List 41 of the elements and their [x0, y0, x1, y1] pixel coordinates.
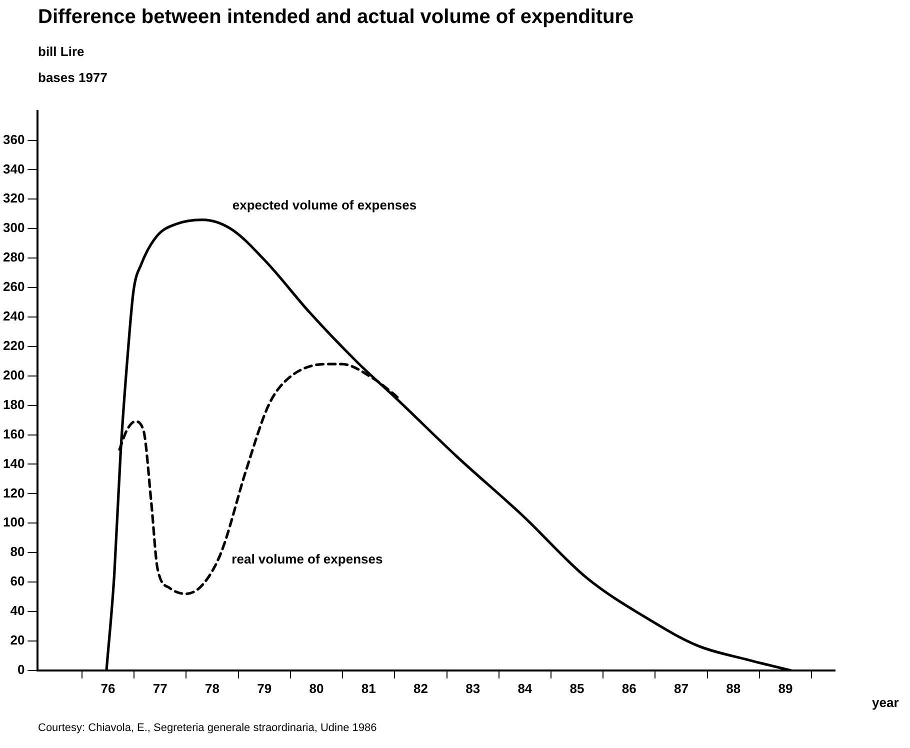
- x-tick-label: 79: [257, 680, 272, 696]
- y-tick-label: 40: [10, 603, 25, 618]
- chart-title: Difference between intended and actual volume of expenditure: [38, 6, 634, 29]
- x-tick-label: 87: [674, 680, 689, 696]
- x-axis-title: year: [872, 695, 899, 710]
- y-tick-label: 340: [2, 161, 25, 176]
- y-tick-label: 80: [10, 544, 25, 560]
- line-series: [118, 362, 402, 596]
- y-tick-label: 140: [2, 456, 25, 471]
- x-tick-label: 81: [361, 680, 376, 696]
- y-axis-title: bill Lire: [38, 44, 84, 59]
- x-tick-label: 76: [100, 680, 116, 696]
- y-tick-label: 200: [2, 367, 25, 382]
- y-tick-label: 320: [2, 190, 25, 206]
- y-tick-label: 60: [10, 574, 25, 589]
- y-tick-label: 180: [2, 396, 25, 412]
- y-tick-label: 100: [2, 514, 25, 530]
- x-tick-label: 85: [570, 680, 584, 696]
- x-tick-label: 84: [518, 680, 533, 696]
- x-tick-label: 78: [205, 680, 220, 696]
- y-tick-label: 0: [17, 662, 25, 677]
- y-tick-label: 120: [2, 485, 25, 500]
- series-label: expected volume of expenses: [232, 197, 417, 212]
- y-tick-label: 260: [2, 279, 25, 294]
- chart-subtitle: bases 1977: [38, 70, 108, 85]
- y-tick-label: 220: [2, 338, 25, 353]
- x-tick-label: 86: [622, 680, 636, 696]
- y-tick-label: 360: [2, 132, 25, 147]
- x-tick-label: 77: [152, 680, 168, 696]
- y-tick-label: 280: [2, 250, 25, 265]
- x-tick-label: 80: [309, 680, 324, 696]
- text: Courtesy: Chiavola, E., Segreteria generale straordinaria, Udine 1986: [38, 722, 377, 734]
- x-tick-label: 83: [466, 680, 480, 696]
- y-tick-label: 240: [2, 308, 25, 324]
- y-tick-label: 160: [2, 426, 25, 442]
- x-tick-label: 82: [413, 680, 428, 696]
- y-tick-label: 20: [10, 632, 25, 648]
- y-tick-label: 300: [2, 220, 25, 236]
- x-tick-label: 89: [778, 680, 793, 696]
- series-label: real volume of expenses: [232, 551, 383, 566]
- x-tick-label: 88: [726, 680, 741, 696]
